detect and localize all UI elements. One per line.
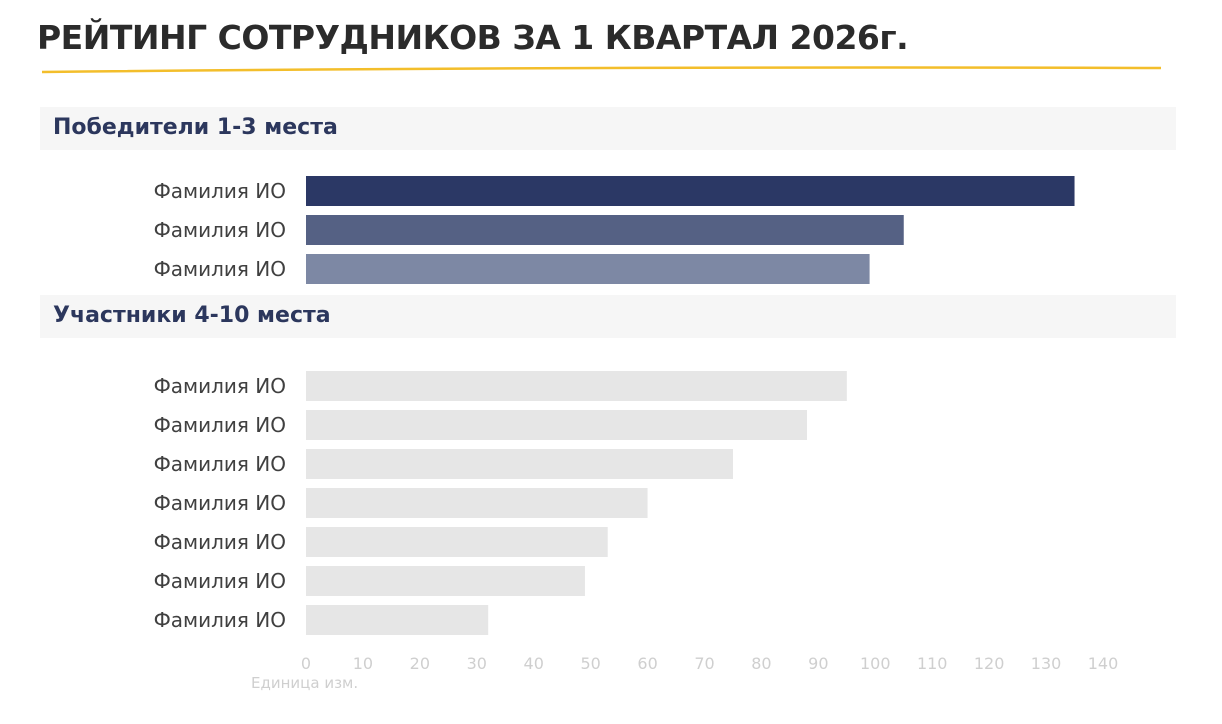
x-tick-label: 130 (1031, 654, 1062, 673)
x-tick-label: 60 (637, 654, 657, 673)
bar-participant-7 (306, 605, 489, 635)
bar-participant-1 (306, 371, 847, 401)
category-label: Фамилия ИО (154, 218, 286, 242)
winners-section-title: Победители 1-3 места (53, 115, 338, 140)
category-label: Фамилия ИО (154, 608, 286, 632)
winners-section-header: Победители 1-3 места (40, 107, 1176, 150)
bar-participant-2 (306, 410, 807, 440)
x-tick-label: 70 (694, 654, 714, 673)
category-label: Фамилия ИО (154, 179, 286, 203)
x-tick-label: 30 (467, 654, 487, 673)
x-tick-label: 80 (751, 654, 771, 673)
category-label: Фамилия ИО (154, 452, 286, 476)
category-label: Фамилия ИО (154, 530, 286, 554)
category-label: Фамилия ИО (154, 569, 286, 593)
x-tick-label: 20 (410, 654, 430, 673)
category-label: Фамилия ИО (154, 413, 286, 437)
bar-participant-6 (306, 566, 585, 596)
x-tick-label: 100 (860, 654, 891, 673)
category-label: Фамилия ИО (154, 374, 286, 398)
participants-section-header: Участники 4-10 места (40, 295, 1176, 338)
x-tick-label: 0 (301, 654, 311, 673)
bar-winner-2 (306, 215, 904, 245)
x-tick-label: 10 (353, 654, 373, 673)
x-axis-label: Единица изм. (251, 674, 358, 692)
x-tick-label: 90 (808, 654, 828, 673)
category-label: Фамилия ИО (154, 257, 286, 281)
participants-section-title: Участники 4-10 места (53, 303, 331, 328)
bar-participant-3 (306, 449, 733, 479)
x-tick-label: 110 (917, 654, 948, 673)
page-title: РЕЙТИНГ СОТРУДНИКОВ ЗА 1 КВАРТАЛ 2026г. (37, 18, 909, 57)
bar-participant-5 (306, 527, 608, 557)
bar-winner-1 (306, 176, 1075, 206)
x-tick-label: 140 (1088, 654, 1119, 673)
x-tick-label: 120 (974, 654, 1005, 673)
x-tick-label: 40 (524, 654, 544, 673)
category-label: Фамилия ИО (154, 491, 286, 515)
bar-winner-3 (306, 254, 870, 284)
bar-participant-4 (306, 488, 648, 518)
x-tick-label: 50 (580, 654, 600, 673)
